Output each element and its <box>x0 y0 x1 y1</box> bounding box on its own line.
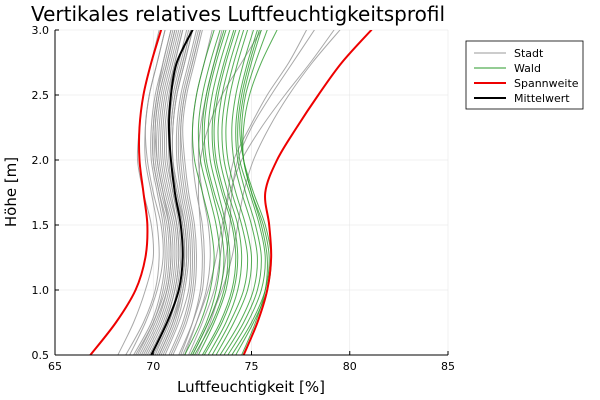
series-layer <box>89 30 373 355</box>
stadt-series-line <box>125 30 166 355</box>
stadt-series-line <box>180 30 262 355</box>
x-axis-ticks: 65 70 75 80 85 <box>48 351 455 373</box>
y-tick-label: 1.0 <box>32 284 50 297</box>
legend-label-wald: Wald <box>514 62 541 75</box>
wald-series-line <box>207 30 243 355</box>
wald-series-line <box>223 30 262 355</box>
stadt-series-line <box>162 30 197 355</box>
y-tick-label: 2.5 <box>32 89 50 102</box>
wald-series-line <box>227 30 266 355</box>
stadt-series-line <box>164 30 199 355</box>
stadt-series-line <box>135 30 174 355</box>
stadt-series-line <box>172 30 203 355</box>
y-tick-label: 1.5 <box>32 219 50 232</box>
y-axis-label: Höhe [m] <box>2 157 20 227</box>
x-tick-label: 80 <box>343 360 357 373</box>
wald-series-line <box>197 30 231 355</box>
x-tick-label: 65 <box>48 360 62 373</box>
y-tick-label: 3.0 <box>32 24 50 37</box>
wald-series-line <box>211 30 249 355</box>
wald-series-line <box>194 30 229 355</box>
x-tick-label: 75 <box>245 360 259 373</box>
wald-series-line <box>201 30 237 355</box>
wald-series-line <box>184 30 215 355</box>
stadt-series-line <box>144 30 180 355</box>
stadt-series-line <box>192 30 341 355</box>
wald-series-line <box>203 30 239 355</box>
y-axis-ticks: 0.5 1.0 1.5 2.0 2.5 3.0 <box>32 24 59 362</box>
stadt-series-line <box>148 30 184 355</box>
wald-series-line <box>215 30 253 355</box>
mittelwert-series-line <box>150 30 194 355</box>
wald-series-line <box>231 30 270 355</box>
spannweite-series-line <box>89 30 163 355</box>
y-tick-label: 0.5 <box>32 349 50 362</box>
legend-label-mittelwert: Mittelwert <box>514 92 570 105</box>
stadt-series-line <box>133 30 172 355</box>
stadt-series-line <box>182 30 335 355</box>
chart-title: Vertikales relatives Luftfeuchtigkeitspr… <box>31 2 445 26</box>
y-tick-label: 2.0 <box>32 154 50 167</box>
stadt-series-line <box>170 30 201 355</box>
x-axis-label: Luftfeuchtigkeit [%] <box>177 378 325 396</box>
wald-series-line <box>219 30 258 355</box>
x-tick-label: 70 <box>146 360 160 373</box>
spannweite-series-line <box>242 30 373 355</box>
wald-series-line <box>192 30 225 355</box>
legend: Stadt Wald Spannweite Mittelwert <box>465 40 584 110</box>
stadt-series-line <box>146 30 182 355</box>
x-tick-label: 85 <box>441 360 455 373</box>
stadt-series-line <box>140 30 176 355</box>
legend-label-spannweite: Spannweite <box>514 77 579 90</box>
wald-series-line <box>190 30 221 355</box>
stadt-series-line <box>158 30 192 355</box>
legend-label-stadt: Stadt <box>514 47 544 60</box>
